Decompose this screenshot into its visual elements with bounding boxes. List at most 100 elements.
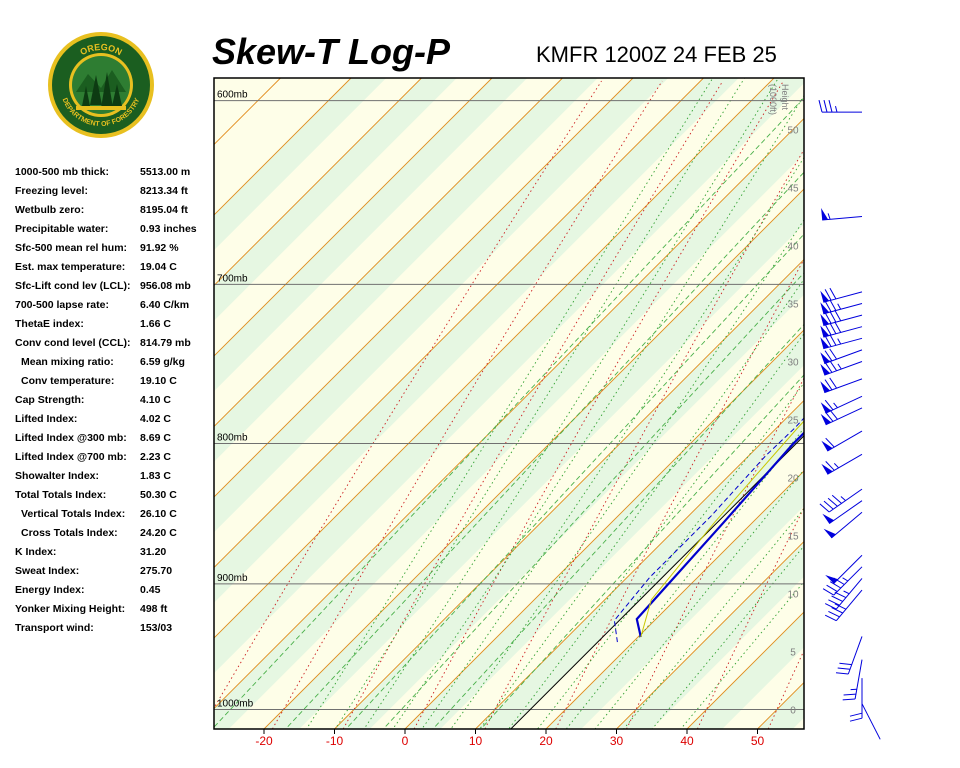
- stat-value: 0.45: [140, 584, 161, 596]
- x-tick-label: -20: [255, 734, 273, 748]
- height-tick-label: 35: [787, 300, 799, 311]
- height-tick-label: 30: [787, 358, 799, 369]
- stat-label: Energy Index:: [15, 584, 85, 596]
- stat-value: 19.10 C: [140, 375, 177, 387]
- isotherm-band: [214, 118, 804, 729]
- stat-value: 498 ft: [140, 603, 168, 615]
- stat-label: 700-500 lapse rate:: [15, 299, 109, 311]
- stat-value: 8195.04 ft: [140, 204, 188, 216]
- stat-label: Lifted Index:: [15, 413, 78, 425]
- stat-value: 50.30 C: [140, 489, 177, 501]
- x-tick-label: 0: [402, 734, 409, 748]
- stat-value: 6.40 C/km: [140, 299, 190, 311]
- height-tick-label: 25: [787, 416, 799, 427]
- stat-value: 4.10 C: [140, 394, 171, 406]
- wind-barb: [824, 589, 863, 622]
- stat-value: 814.79 mb: [140, 337, 191, 349]
- isotherm-band: [214, 78, 457, 321]
- mixing-ratio-line: [285, 171, 804, 729]
- plot-frame: [213, 77, 805, 730]
- stat-label: ThetaE index:: [15, 318, 84, 330]
- mixing-ratio-line: [345, 233, 804, 729]
- stat-label: Conv temperature:: [21, 375, 115, 387]
- stat-label: Showalter Index:: [15, 470, 100, 482]
- wind-barb: [820, 334, 863, 350]
- wind-barb: [820, 309, 863, 326]
- stat-value: 91.92 %: [140, 242, 179, 254]
- wind-barb: [821, 208, 863, 221]
- dry-adiabat: [839, 81, 960, 729]
- isotherm-band: [214, 78, 528, 392]
- isotherm-line: [475, 399, 804, 729]
- x-tick-label: 30: [610, 734, 624, 748]
- wind-barb: [842, 659, 863, 701]
- height-tick-label: 45: [787, 184, 799, 195]
- wind-barb: [821, 453, 863, 475]
- stat-value: 8.69 C: [140, 432, 171, 444]
- x-tick-label: 20: [539, 734, 553, 748]
- stat-label: Yonker Mixing Height:: [15, 603, 126, 615]
- moist-adiabat: [305, 78, 714, 729]
- svg-text:OREGON: OREGON: [78, 42, 123, 57]
- x-tick-label: -10: [326, 734, 344, 748]
- stat-label: Freezing level:: [15, 185, 88, 197]
- wind-barb: [849, 678, 863, 722]
- isotherm-line: [214, 78, 352, 216]
- isobar-label: 1000mb: [217, 699, 254, 710]
- height-tick-label: 5: [790, 648, 796, 659]
- isotherm-line: [214, 78, 704, 569]
- moist-adiabat: [565, 427, 804, 729]
- isotherm-band: [214, 78, 739, 603]
- stat-value: 5513.00 m: [140, 166, 191, 178]
- isotherm-line: [686, 611, 804, 729]
- height-tick-label: 15: [787, 532, 799, 543]
- stat-label: Precipitable water:: [15, 223, 109, 235]
- height-tick-label: 0: [790, 706, 796, 717]
- isotherm-line: [214, 78, 775, 639]
- wind-barb: [820, 395, 863, 414]
- wind-barb: [818, 99, 862, 113]
- wind-barb: [861, 703, 881, 740]
- isotherm-line: [214, 78, 563, 428]
- wind-barb: [823, 511, 863, 539]
- stat-label: Sfc-Lift cond lev (LCL):: [15, 280, 131, 292]
- mixing-ratio-line: [382, 272, 804, 729]
- stat-label: Cap Strength:: [15, 394, 85, 406]
- moist-adiabat: [651, 545, 804, 729]
- wind-barb: [820, 377, 863, 394]
- dry-adiabat: [484, 148, 804, 729]
- dry-adiabat: [910, 81, 960, 729]
- stat-label: Transport wind:: [15, 622, 94, 634]
- wind-barb: [825, 554, 863, 584]
- tree-icon: [90, 75, 102, 105]
- stat-label: Cross Totals Index:: [21, 527, 118, 539]
- stat-value: 0.93 inches: [140, 223, 197, 235]
- isotherm-band: [828, 78, 960, 729]
- moist-adiabat: [392, 94, 804, 729]
- wind-barb: [835, 636, 863, 675]
- wind-barb: [822, 566, 863, 596]
- dry-adiabat: [413, 80, 784, 729]
- stat-value: 956.08 mb: [140, 280, 191, 292]
- isotherm-line: [214, 117, 804, 710]
- isobar-label: 600mb: [217, 90, 248, 101]
- isotherm-band: [214, 78, 387, 251]
- wind-barb: [820, 407, 863, 426]
- stat-value: 26.10 C: [140, 508, 177, 520]
- stat-value: 19.04 C: [140, 261, 177, 273]
- wind-barb: [820, 321, 863, 338]
- height-tick-label: 40: [787, 242, 799, 253]
- dry-adiabat: [555, 258, 804, 729]
- isotherm-band: [214, 78, 598, 462]
- isotherm-line: [214, 78, 634, 498]
- wind-barb: [824, 578, 863, 610]
- isotherm-line: [828, 78, 960, 729]
- stat-value: 24.20 C: [140, 527, 177, 539]
- stat-label: K Index:: [15, 546, 57, 558]
- isotherm-line: [404, 329, 804, 729]
- stat-label: Lifted Index @300 mb:: [15, 432, 127, 444]
- isobar-label: 700mb: [217, 273, 248, 284]
- stat-label: Mean mixing ratio:: [21, 356, 114, 368]
- stat-value: 1.83 C: [140, 470, 171, 482]
